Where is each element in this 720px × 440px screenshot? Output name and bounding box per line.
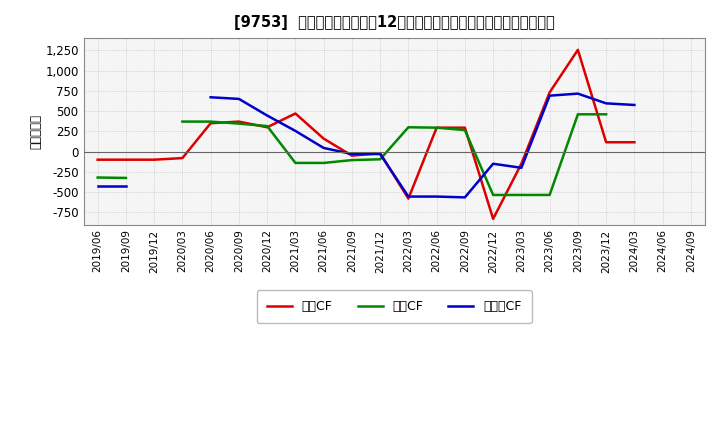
営業CF	[320, 136, 328, 141]
フリーCF	[122, 184, 130, 189]
Legend: 営業CF, 投資CF, フリーCF: 営業CF, 投資CF, フリーCF	[257, 290, 532, 323]
営業CF	[461, 125, 469, 130]
営業CF	[150, 157, 158, 162]
営業CF	[94, 157, 102, 162]
営業CF	[517, 161, 526, 166]
営業CF	[207, 121, 215, 126]
営業CF	[432, 125, 441, 130]
Line: 営業CF: 営業CF	[98, 50, 634, 219]
営業CF	[122, 157, 130, 162]
営業CF	[630, 139, 639, 145]
営業CF	[545, 90, 554, 95]
営業CF	[574, 47, 582, 52]
営業CF	[602, 139, 611, 145]
投資CF	[94, 175, 102, 180]
営業CF	[489, 216, 498, 221]
営業CF	[404, 196, 413, 201]
営業CF	[376, 150, 384, 156]
営業CF	[291, 111, 300, 116]
営業CF	[178, 155, 186, 161]
営業CF	[235, 119, 243, 124]
営業CF	[263, 125, 271, 130]
フリーCF	[94, 184, 102, 189]
営業CF	[348, 153, 356, 158]
Title: [9753]  キャッシュフローの12か月移動合計の対前年同期増減額の推移: [9753] キャッシュフローの12か月移動合計の対前年同期増減額の推移	[234, 15, 554, 30]
Y-axis label: （百万円）: （百万円）	[30, 114, 42, 149]
投資CF	[122, 175, 130, 180]
